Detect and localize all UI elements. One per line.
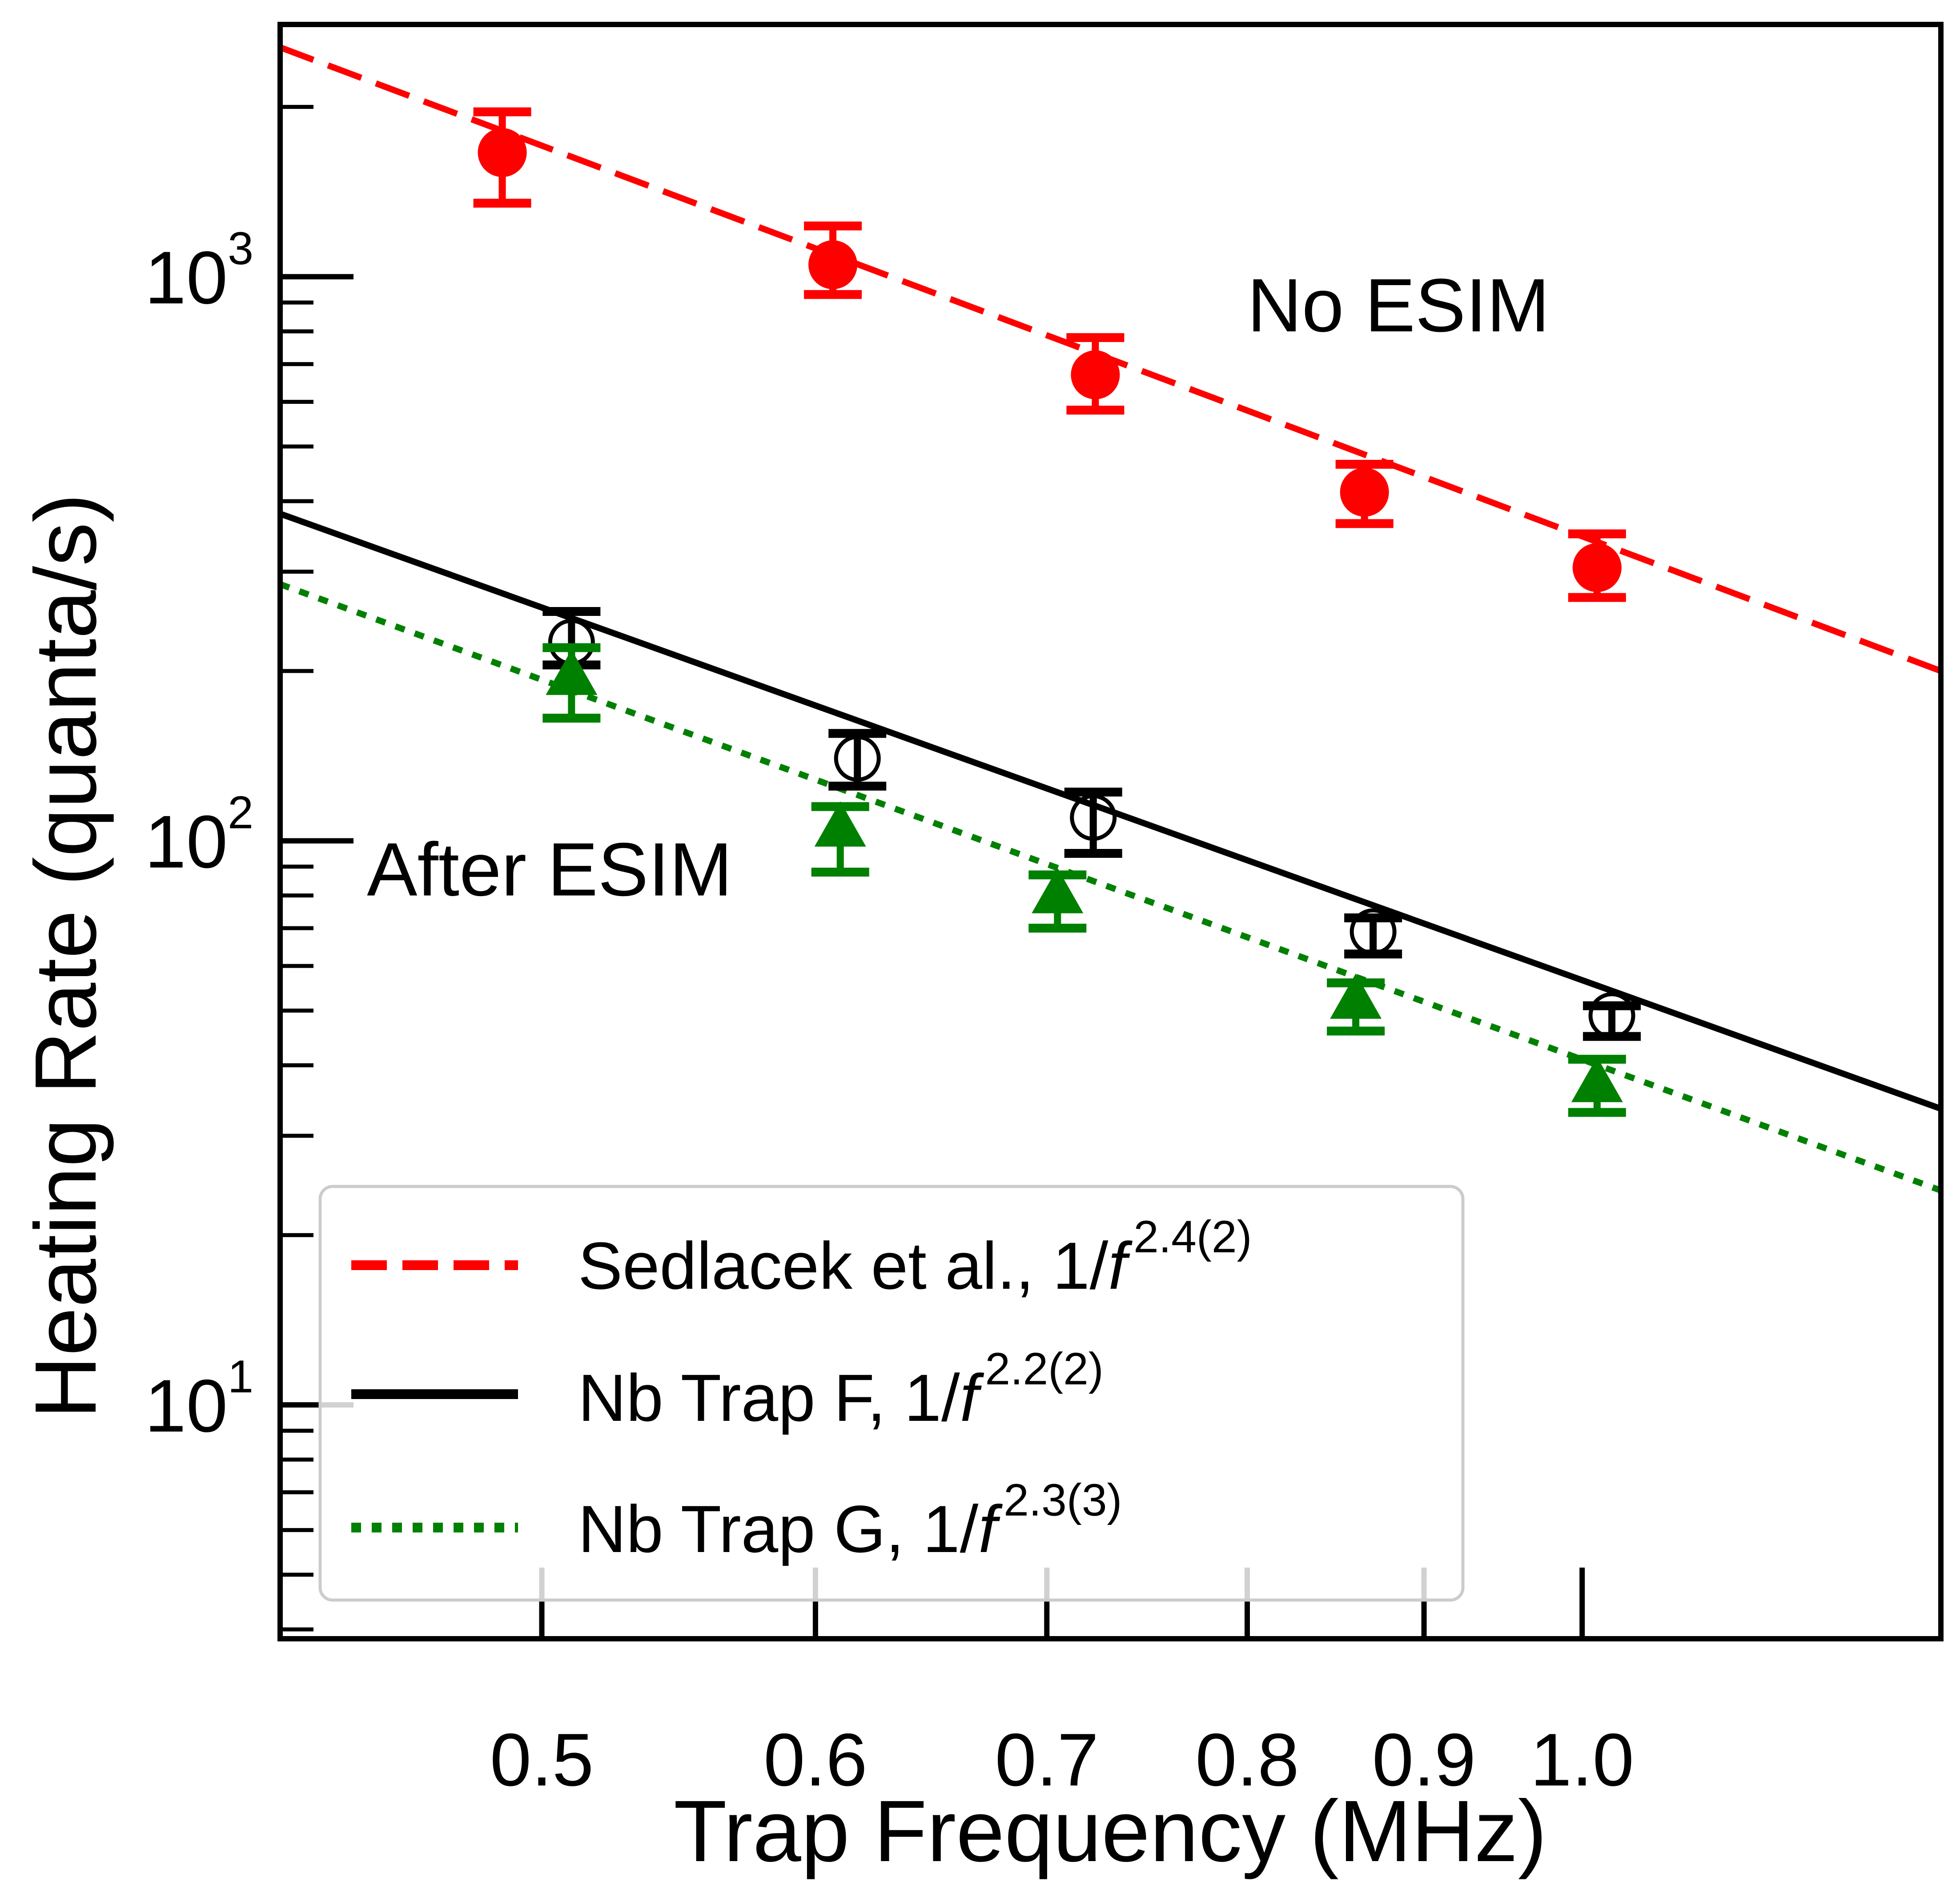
legend: Sedlacek et al., 1/f 2.4(2) Nb Trap F, 1/… [318, 1185, 1465, 1602]
point-sedlacek-2 [1071, 350, 1120, 399]
point-trap_f-2 [1070, 794, 1117, 841]
x-tick-label-5: 1.0 [1530, 1718, 1634, 1802]
point-trap_g-0 [546, 649, 598, 695]
point-trap_g-2 [1032, 868, 1084, 913]
point-trap_g-4 [1571, 1057, 1623, 1102]
x-tick-label-4: 0.9 [1372, 1718, 1476, 1802]
annotation-no-esim: No ESIM [1247, 263, 1550, 348]
point-sedlacek-4 [1572, 543, 1622, 592]
point-trap_g-3 [1330, 973, 1382, 1019]
annotation-after-esim: After ESIM [367, 828, 732, 912]
point-sedlacek-3 [1340, 467, 1389, 517]
axis-ticks: 0.5 0.6 0.7 0.8 0.9 1.0 101 102 103 [145, 105, 1634, 1802]
y-tick-label-1: 102 [145, 787, 253, 884]
legend-label-trap-g: Nb Trap G, 1/f 2.3(3) [578, 1475, 1122, 1566]
point-sedlacek-1 [808, 240, 858, 290]
x-tick-label-0: 0.5 [490, 1718, 594, 1802]
plot-frame [277, 22, 1944, 1641]
point-trap_f-4 [1588, 992, 1635, 1039]
point-trap_g-1 [814, 801, 866, 847]
point-trap_f-1 [834, 735, 881, 782]
point-trap_f-3 [1350, 908, 1397, 955]
x-tick-label-2: 0.7 [995, 1718, 1099, 1802]
legend-label-trap-f: Nb Trap F, 1/f 2.2(2) [578, 1343, 1104, 1435]
y-axis-label: Heating Rate (quanta/s) [17, 494, 114, 1419]
x-axis-label: Trap Frequency (MHz) [674, 1782, 1547, 1880]
x-tick-label-1: 0.6 [763, 1718, 868, 1802]
legend-label-sedlacek: Sedlacek et al., 1/f 2.4(2) [578, 1211, 1252, 1303]
legend-box [318, 1185, 1465, 1602]
point-sedlacek-0 [478, 128, 527, 177]
y-tick-label-0: 101 [145, 1351, 253, 1448]
x-tick-label-3: 0.8 [1195, 1718, 1299, 1802]
data-points [473, 107, 1641, 1117]
y-tick-label-2: 103 [145, 223, 253, 319]
